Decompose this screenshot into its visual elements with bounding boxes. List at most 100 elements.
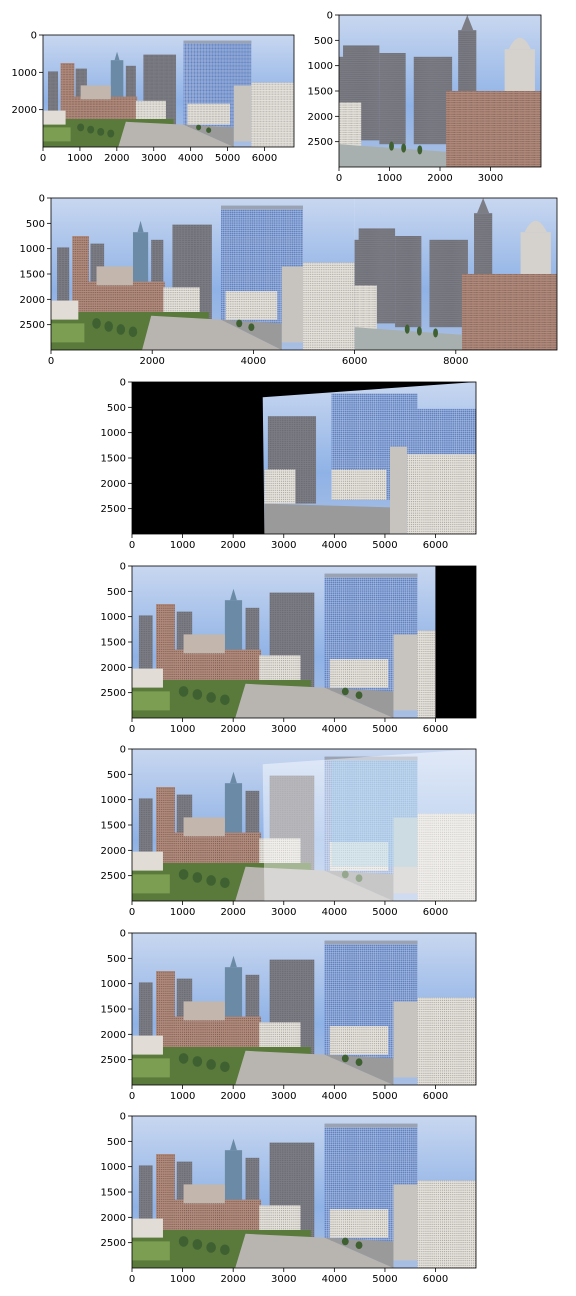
y-tick-label: 1000 [101,979,126,990]
x-tick-label: 2000 [427,173,452,184]
x-tick-label: 5000 [372,1274,397,1285]
x-tick-label: 1000 [170,1091,195,1102]
x-tick-label: 2000 [104,153,129,164]
x-tick-label: 6000 [423,907,448,918]
x-tick-label: 5000 [215,153,240,164]
x-tick-label: 4000 [178,153,203,164]
y-tick-label: 2500 [101,504,126,515]
x-tick-label: 6000 [423,724,448,735]
panel-image [339,15,541,167]
y-tick-label: 1000 [101,612,126,623]
y-tick-label: 0 [120,378,126,389]
x-tick-label: 5000 [372,540,397,551]
y-tick-label: 2500 [101,1238,126,1249]
y-tick-label: 2000 [101,663,126,674]
x-tick-label: 3000 [271,724,296,735]
x-tick-label: 0 [129,1274,135,1285]
panel-image [43,35,294,147]
x-tick-label: 0 [336,173,342,184]
panel-left-padded: 0 1000 2000 3000 4000 5000 6000 0 500 1000 1500 200… [101,562,477,735]
panel-image [132,1116,476,1268]
x-tick-label: 2000 [220,1274,245,1285]
y-tick-label: 0 [120,562,126,573]
y-tick-label: 1000 [101,795,126,806]
y-tick-label: 500 [107,954,126,965]
x-tick-label: 2000 [220,1091,245,1102]
x-tick-label: 2000 [220,540,245,551]
y-tick-label: 0 [120,929,126,940]
x-tick-label: 3000 [478,173,503,184]
x-tick-label: 3000 [271,540,296,551]
x-tick-label: 1000 [67,153,92,164]
y-tick-label: 0 [39,194,45,205]
x-tick-label: 6000 [423,1274,448,1285]
x-tick-label: 3000 [271,1274,296,1285]
x-tick-label: 0 [129,724,135,735]
panel-image [132,382,476,534]
x-tick-label: 6000 [252,153,277,164]
panel-image [132,566,476,718]
x-tick-label: 6000 [342,356,367,367]
y-tick-label: 0 [327,11,333,22]
panel-final-result: 0 1000 2000 3000 4000 5000 6000 0 500 1000 1500 200… [101,1112,477,1285]
x-tick-label: 8000 [443,356,468,367]
y-tick-label: 2000 [101,479,126,490]
panel-blended-result: 0 1000 2000 3000 4000 5000 6000 0 500 1000 1500 200… [101,929,477,1102]
x-tick-label: 4000 [322,1091,347,1102]
x-tick-label: 6000 [423,1091,448,1102]
y-tick-label: 1000 [308,61,333,72]
panel-source-right: 0 1000 2000 3000 0 500 1000 1500 2000 2500 [308,11,542,184]
y-tick-label: 500 [107,403,126,414]
y-tick-label: 2000 [101,1213,126,1224]
y-tick-label: 2000 [308,112,333,123]
y-tick-label: 1000 [20,244,45,255]
y-tick-label: 2500 [101,688,126,699]
x-tick-label: 5000 [372,1091,397,1102]
x-tick-label: 1000 [170,724,195,735]
y-tick-label: 1500 [101,454,126,465]
x-tick-label: 4000 [322,540,347,551]
y-tick-label: 2000 [101,1030,126,1041]
y-tick-label: 0 [120,745,126,756]
x-tick-label: 3000 [141,153,166,164]
y-tick-label: 500 [26,219,45,230]
y-tick-label: 2500 [101,1055,126,1066]
x-tick-label: 0 [129,1091,135,1102]
x-tick-label: 0 [129,907,135,918]
x-tick-label: 4000 [322,907,347,918]
x-tick-label: 1000 [377,173,402,184]
y-tick-label: 2000 [101,846,126,857]
y-tick-label: 2000 [20,295,45,306]
y-tick-label: 2500 [308,137,333,148]
y-tick-label: 1500 [101,638,126,649]
x-tick-label: 3000 [271,1091,296,1102]
y-tick-label: 1000 [12,68,37,79]
x-tick-label: 0 [129,540,135,551]
x-tick-label: 0 [40,153,46,164]
y-tick-label: 1500 [308,87,333,98]
x-tick-label: 1000 [170,540,195,551]
y-tick-label: 0 [31,31,37,42]
y-tick-label: 2000 [12,105,37,116]
x-tick-label: 2000 [139,356,164,367]
y-tick-label: 1000 [101,428,126,439]
y-tick-label: 2500 [20,320,45,331]
y-tick-label: 1500 [101,1188,126,1199]
y-tick-label: 1500 [20,270,45,281]
panel-naive-stitch: 0 2000 4000 6000 8000 0 500 1000 1500 2000 2500 [20,194,558,367]
y-tick-label: 500 [107,770,126,781]
panel-overlay-blend: 0 1000 2000 3000 4000 5000 6000 0 500 1000 1500 200… [101,745,477,918]
panel-warped-right: 0 1000 2000 3000 4000 5000 6000 0 500 1000 1500 200… [101,378,477,551]
y-tick-label: 1500 [101,821,126,832]
x-tick-label: 3000 [271,907,296,918]
y-tick-label: 500 [107,587,126,598]
y-tick-label: 1000 [101,1162,126,1173]
x-tick-label: 5000 [372,907,397,918]
x-tick-label: 4000 [241,356,266,367]
y-tick-label: 1500 [101,1005,126,1016]
y-tick-label: 2500 [101,871,126,882]
panel-image [132,749,476,901]
axes-frame [42,34,295,148]
x-tick-label: 6000 [423,540,448,551]
